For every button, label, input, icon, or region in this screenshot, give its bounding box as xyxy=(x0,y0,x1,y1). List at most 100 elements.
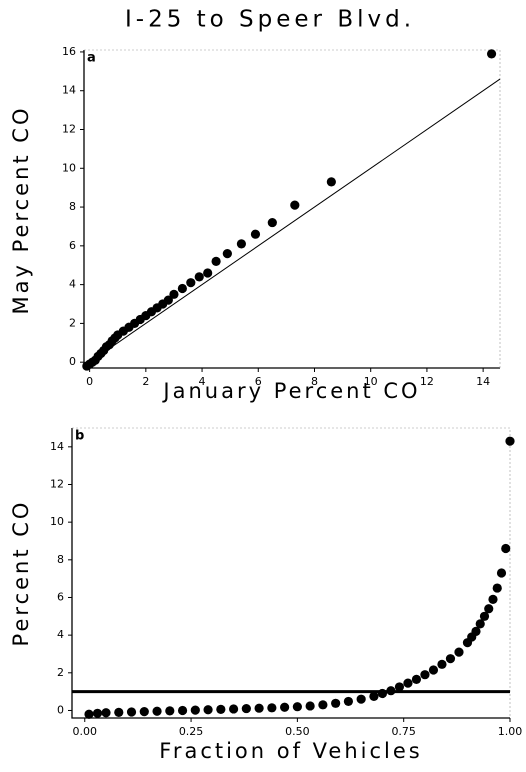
point xyxy=(194,272,204,282)
point xyxy=(203,705,213,715)
panel-label: b xyxy=(75,429,84,444)
point xyxy=(454,647,464,657)
x-tick-label: 8 xyxy=(311,375,318,388)
x-axis-label: January Percent CO xyxy=(161,379,420,403)
point xyxy=(292,702,302,712)
point xyxy=(411,674,422,684)
y-axis-label: Percent CO xyxy=(9,500,33,647)
point xyxy=(488,594,498,604)
point xyxy=(386,686,396,696)
point xyxy=(177,283,187,294)
point xyxy=(169,289,179,299)
y-tick-label: 2 xyxy=(69,316,76,329)
point xyxy=(356,694,366,704)
y-tick-label: 4 xyxy=(57,628,64,641)
point xyxy=(236,239,247,249)
point xyxy=(222,248,232,259)
point xyxy=(211,256,221,266)
x-tick-label: 0 xyxy=(86,375,93,388)
y-tick-label: 8 xyxy=(57,553,64,566)
point xyxy=(126,707,137,717)
y-tick-label: 12 xyxy=(62,123,76,136)
panel-label: a xyxy=(87,51,96,66)
y-tick-label: 14 xyxy=(62,84,76,97)
axes xyxy=(83,50,500,369)
x-tick-label: 6 xyxy=(255,375,262,388)
point xyxy=(305,701,315,711)
point xyxy=(492,583,502,593)
y-tick-label: 0 xyxy=(57,703,64,716)
point xyxy=(186,278,196,288)
point xyxy=(267,217,277,228)
point xyxy=(343,696,354,707)
point xyxy=(479,611,490,621)
x-tick-label: 4 xyxy=(199,375,206,388)
point xyxy=(501,543,511,554)
point xyxy=(420,670,430,680)
frame xyxy=(84,49,501,368)
point xyxy=(254,703,264,713)
point xyxy=(203,268,213,278)
x-tick-label: 12 xyxy=(420,375,434,388)
point xyxy=(290,200,300,210)
y-tick-label: 14 xyxy=(50,440,64,453)
point xyxy=(267,703,277,713)
point xyxy=(486,49,497,59)
x-tick-label: 0.25 xyxy=(179,725,204,738)
point xyxy=(331,698,341,708)
point xyxy=(437,659,447,669)
point xyxy=(139,706,149,717)
point xyxy=(505,436,515,446)
y-tick-label: 0 xyxy=(69,355,76,368)
point xyxy=(326,177,336,187)
y-tick-label: 8 xyxy=(69,200,76,213)
point xyxy=(471,626,481,636)
x-tick-label: 1.00 xyxy=(498,725,523,738)
point xyxy=(496,568,507,578)
x-tick-label: 0.00 xyxy=(73,725,98,738)
identity-line xyxy=(83,78,501,367)
x-axis-label: Fraction of Vehicles xyxy=(159,739,422,763)
x-tick-label: 2 xyxy=(142,375,149,388)
point xyxy=(241,703,251,714)
point xyxy=(428,665,439,675)
y-tick-label: 4 xyxy=(69,278,76,291)
y-tick-label: 2 xyxy=(57,666,64,679)
y-axis-label: May Percent CO xyxy=(9,106,33,315)
y-tick-label: 6 xyxy=(69,239,76,252)
point xyxy=(394,682,405,692)
point xyxy=(250,229,261,239)
x-tick-label: 0.50 xyxy=(285,725,310,738)
point xyxy=(475,619,485,629)
point xyxy=(445,654,456,664)
point xyxy=(165,706,175,716)
point xyxy=(114,707,124,717)
chart-title: I-25 to Speer Blvd. xyxy=(125,7,415,33)
point xyxy=(318,700,328,710)
point xyxy=(484,604,494,614)
point xyxy=(84,709,94,719)
point xyxy=(177,705,188,716)
point xyxy=(163,295,173,305)
point xyxy=(92,708,103,718)
y-tick-label: 6 xyxy=(57,590,64,603)
y-tick-label: 16 xyxy=(62,45,76,58)
point xyxy=(369,691,379,701)
point xyxy=(152,706,162,716)
y-tick-label: 12 xyxy=(50,477,64,490)
y-tick-label: 10 xyxy=(50,515,64,528)
point xyxy=(403,678,413,688)
frame xyxy=(72,427,511,718)
y-tick-label: 10 xyxy=(62,161,76,174)
point xyxy=(190,705,200,715)
point xyxy=(228,704,239,714)
x-tick-label: 10 xyxy=(364,375,378,388)
x-tick-label: 14 xyxy=(476,375,490,388)
point xyxy=(280,702,290,712)
point xyxy=(216,704,226,714)
axes xyxy=(71,428,510,719)
point xyxy=(101,708,111,718)
point xyxy=(377,688,388,699)
x-tick-label: 0.75 xyxy=(391,725,416,738)
